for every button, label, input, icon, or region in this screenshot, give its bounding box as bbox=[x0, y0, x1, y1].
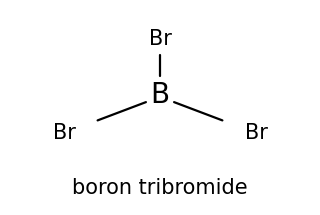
Text: B: B bbox=[150, 81, 170, 109]
Text: boron tribromide: boron tribromide bbox=[72, 178, 248, 198]
Text: Br: Br bbox=[52, 123, 76, 143]
Text: Br: Br bbox=[244, 123, 268, 143]
Text: Br: Br bbox=[148, 29, 172, 49]
